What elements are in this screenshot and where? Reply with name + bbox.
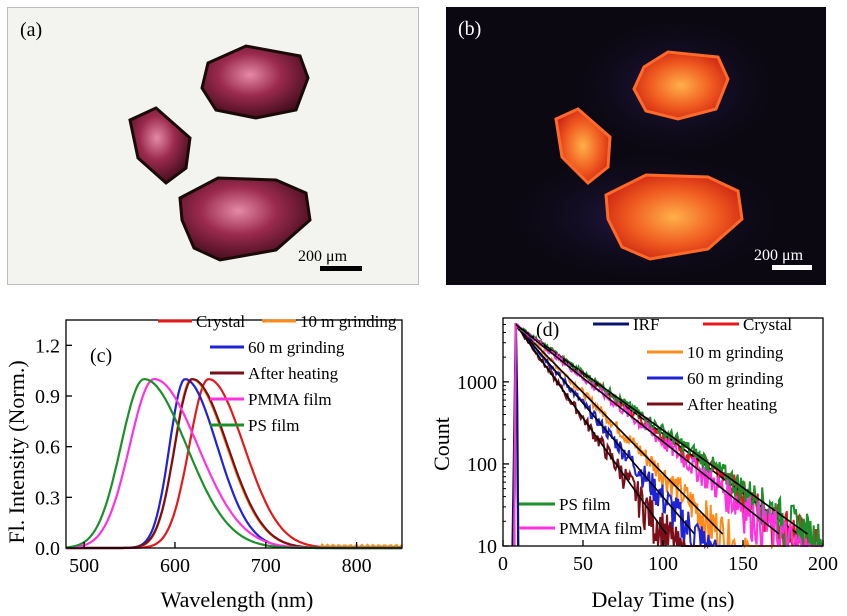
chart-c-panel-label: (c)	[90, 345, 112, 367]
chart-d-series-5	[513, 322, 824, 548]
crystal-left	[128, 106, 192, 185]
chart-d-decay-curves: 0 50 100 150 200 10 100 1000 IRF Crystal 10 m gri…	[429, 315, 838, 612]
chart-d-fit-2	[515, 323, 724, 535]
glowing-crystal-left	[554, 107, 612, 186]
panel-b-micrograph: (b) 200 μm	[446, 7, 826, 287]
chart-d-legend-label-2: 10 m grinding	[687, 343, 784, 362]
chart-d-ytick-label-0: 10	[477, 536, 497, 558]
chart-d-fit-4	[515, 324, 667, 535]
chart-d-ylabel: Count	[429, 417, 454, 471]
chart-d-ytick-label-2: 1000	[457, 372, 497, 394]
chart-c-legend-label-5: PS film	[248, 416, 300, 435]
chart-d-legend-label-3: 60 m grinding	[687, 369, 784, 388]
chart-d-legend-label-4: After heating	[687, 395, 778, 414]
chart-c-legend-label-1: 10 m grinding	[300, 312, 397, 331]
panel-a-label: (a)	[20, 19, 42, 41]
chart-c-xtick-label-3: 800	[342, 555, 372, 577]
chart-c-legend: Crystal 10 m grinding 60 m grinding After h…	[158, 312, 397, 435]
chart-c-xtick-label-0: 500	[69, 555, 99, 577]
chart-d-xtick-label-1: 50	[573, 553, 593, 575]
panel-a-scalebar	[320, 266, 362, 271]
panel-b-scalebar-label: 200 μm	[754, 247, 804, 264]
chart-c-xtick-label-1: 600	[160, 555, 190, 577]
chart-c-ytick-label-4: 1.2	[35, 335, 60, 357]
chart-d-xtick-label-0: 0	[498, 553, 508, 575]
chart-c-xlabel: Wavelength (nm)	[161, 587, 314, 612]
chart-d-panel-label: (d)	[536, 319, 559, 341]
panel-b-label: (b)	[458, 18, 481, 40]
chart-c-legend-label-2: 60 m grinding	[248, 338, 345, 357]
chart-d-xtick-label-4: 200	[808, 553, 838, 575]
chart-d-xtick-label-2: 100	[648, 553, 678, 575]
panel-a-image: (a) 200 μm	[20, 19, 362, 271]
crystal-bottom	[178, 176, 312, 262]
chart-c-ytick-label-3: 0.9	[35, 386, 60, 408]
panel-b-image: (b) 200 μm	[458, 12, 812, 287]
panel-b-scalebar	[772, 265, 812, 270]
chart-c-ytick-label-0: 0.0	[35, 538, 60, 560]
chart-c-emission-spectra: 500 600 700 800 0.0 0.3 0.6 0.9 1.2 Crystal 10 m …	[4, 312, 403, 612]
chart-d-legend-label-6: PMMA film	[559, 519, 643, 538]
chart-c-legend-label-4: PMMA film	[248, 390, 332, 409]
chart-c-legend-label-0: Crystal	[196, 312, 245, 331]
glowing-crystal-top	[632, 50, 730, 121]
chart-d-legend: IRF Crystal 10 m grinding 60 m grinding Afte…	[519, 315, 792, 538]
chart-d-legend-label-0: IRF	[633, 315, 659, 334]
chart-c-xtick-label-2: 700	[251, 555, 281, 577]
chart-d-axes: 0 50 100 150 200 10 100 1000	[457, 317, 838, 575]
chart-d-fit-6	[515, 323, 780, 535]
chart-d-series-group	[511, 322, 824, 550]
chart-d-ytick-label-1: 100	[467, 454, 497, 476]
chart-d-legend-label-1: Crystal	[743, 315, 792, 334]
chart-d-xtick-label-3: 150	[728, 553, 758, 575]
panel-a-scalebar-label: 200 μm	[298, 248, 348, 265]
chart-c-ytick-label-2: 0.6	[35, 437, 60, 459]
chart-c-axes: 500 600 700 800 0.0 0.3 0.6 0.9 1.2	[35, 319, 403, 577]
chart-d-xlabel: Delay Time (ns)	[592, 587, 735, 612]
chart-d-fit-5	[515, 323, 808, 535]
panel-a-micrograph: (a) 200 μm	[7, 7, 419, 285]
chart-c-legend-label-3: After heating	[248, 364, 339, 383]
chart-c-frame	[65, 319, 403, 549]
chart-c-ytick-label-1: 0.3	[35, 487, 60, 509]
chart-d-fit-3	[515, 323, 696, 535]
glowing-crystal-bottom	[604, 173, 744, 261]
chart-c-ylabel: Fl. Intensity (Norm.)	[4, 360, 29, 543]
chart-c-series-group	[65, 377, 403, 550]
crystal-top	[200, 44, 310, 120]
chart-d-legend-label-5: PS film	[559, 495, 611, 514]
